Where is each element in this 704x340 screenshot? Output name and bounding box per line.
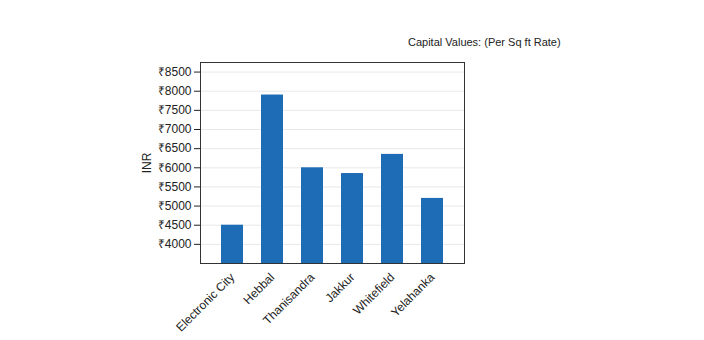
- svg-text:Hebbal: Hebbal: [241, 270, 278, 307]
- svg-text:INR: INR: [140, 152, 154, 173]
- svg-text:Electronic City: Electronic City: [173, 270, 237, 334]
- svg-text:₹6000: ₹6000: [158, 161, 192, 175]
- svg-text:₹5500: ₹5500: [158, 180, 192, 194]
- svg-text:₹4500: ₹4500: [158, 218, 192, 232]
- html-text:Capital Values: (Per Sq ft Rat: Capital Values: (Per Sq ft Rate): [408, 36, 561, 48]
- svg-text:Thanisandra: Thanisandra: [260, 270, 317, 327]
- svg-text:₹8500: ₹8500: [158, 65, 192, 79]
- svg-text:Whitefield: Whitefield: [350, 270, 398, 318]
- svg-text:₹4000: ₹4000: [158, 237, 192, 251]
- svg-text:₹7500: ₹7500: [158, 103, 192, 117]
- svg-text:₹6500: ₹6500: [158, 141, 192, 155]
- svg-text:₹5000: ₹5000: [158, 199, 192, 213]
- svg-text:₹7000: ₹7000: [158, 122, 192, 136]
- svg-text:Yelahanka: Yelahanka: [388, 270, 437, 319]
- svg-text:₹8000: ₹8000: [158, 84, 192, 98]
- svg-text:Jakkur: Jakkur: [322, 270, 357, 305]
